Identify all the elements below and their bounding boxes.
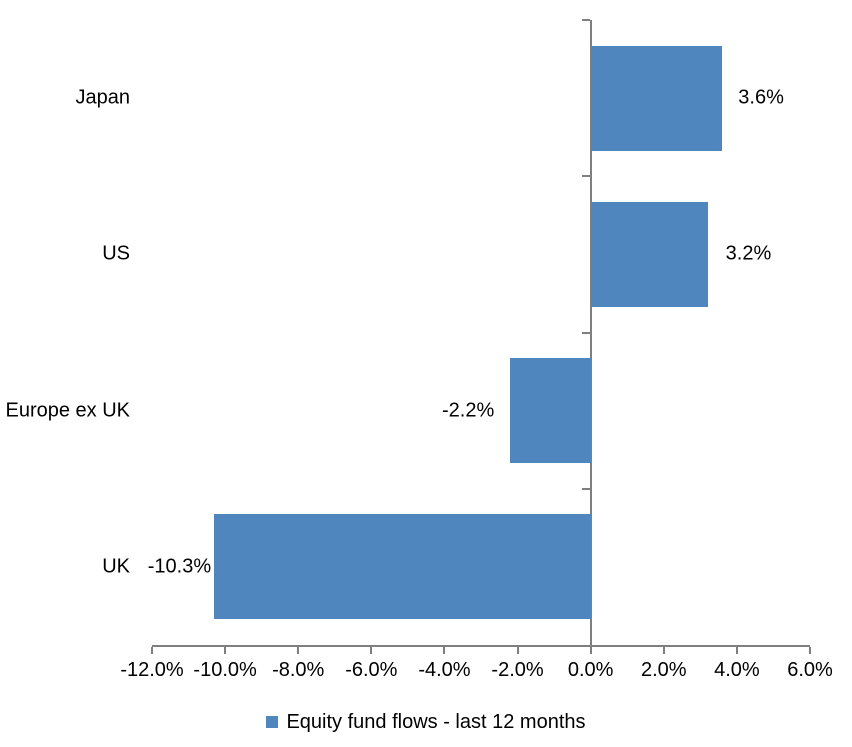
category-label: Japan (75, 86, 131, 109)
bar-value-label: 3.2% (725, 242, 772, 265)
bar-value-label: -10.3% (147, 555, 212, 578)
category-label: Europe ex UK (5, 399, 130, 422)
x-tick (224, 647, 227, 654)
legend-label: Equity fund flows - last 12 months (286, 710, 586, 733)
bar (590, 45, 723, 151)
y-tick (581, 331, 590, 334)
x-axis-line (152, 645, 810, 647)
x-tick-label: -10.0% (193, 659, 257, 681)
x-tick (662, 647, 665, 654)
bar-value-label: 3.6% (738, 86, 784, 109)
y-tick (581, 487, 590, 490)
x-tick-label: 4.0% (714, 659, 760, 681)
category-label: UK (102, 555, 130, 578)
legend-swatch-icon (266, 716, 279, 728)
x-tick (151, 647, 153, 654)
bar (590, 201, 708, 307)
x-tick (443, 647, 446, 654)
y-axis-line (589, 20, 592, 645)
x-tick (735, 647, 738, 654)
x-tick-label: 6.0% (787, 659, 833, 681)
legend: Equity fund flows - last 12 months (0, 708, 852, 736)
bar (510, 358, 591, 464)
y-tick (581, 175, 590, 178)
x-tick (589, 647, 592, 654)
x-tick-label: 0.0% (567, 659, 614, 681)
y-tick (581, 19, 590, 21)
x-tick (297, 647, 300, 654)
bar-value-label: -2.2% (441, 399, 495, 422)
x-tick (516, 647, 519, 654)
x-tick-label: -6.0% (345, 659, 398, 681)
category-label: US (102, 242, 130, 265)
x-tick-label: -12.0% (120, 659, 184, 681)
x-tick-label: -8.0% (272, 659, 325, 681)
bar (214, 514, 591, 620)
x-tick (370, 647, 373, 654)
x-tick-label: 2.0% (640, 659, 687, 681)
x-tick-label: -4.0% (418, 659, 471, 681)
x-tick (809, 647, 811, 654)
x-tick-label: -2.0% (491, 659, 544, 681)
